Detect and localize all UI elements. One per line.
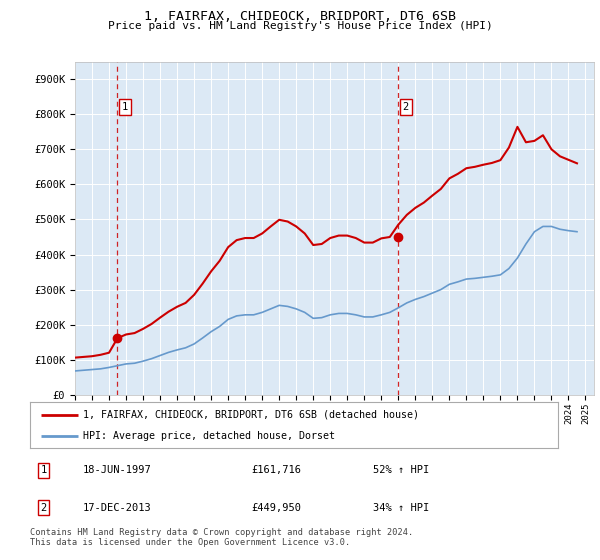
Text: 17-DEC-2013: 17-DEC-2013: [83, 502, 152, 512]
Text: £161,716: £161,716: [252, 465, 302, 475]
Text: 1: 1: [41, 465, 47, 475]
Text: Contains HM Land Registry data © Crown copyright and database right 2024.
This d: Contains HM Land Registry data © Crown c…: [30, 528, 413, 548]
Text: 52% ↑ HPI: 52% ↑ HPI: [373, 465, 430, 475]
Text: HPI: Average price, detached house, Dorset: HPI: Average price, detached house, Dors…: [83, 431, 335, 441]
Text: 1, FAIRFAX, CHIDEOCK, BRIDPORT, DT6 6SB: 1, FAIRFAX, CHIDEOCK, BRIDPORT, DT6 6SB: [144, 10, 456, 23]
Text: 1: 1: [122, 102, 128, 112]
Text: 18-JUN-1997: 18-JUN-1997: [83, 465, 152, 475]
Text: 1, FAIRFAX, CHIDEOCK, BRIDPORT, DT6 6SB (detached house): 1, FAIRFAX, CHIDEOCK, BRIDPORT, DT6 6SB …: [83, 410, 419, 420]
Text: Price paid vs. HM Land Registry's House Price Index (HPI): Price paid vs. HM Land Registry's House …: [107, 21, 493, 31]
Text: 34% ↑ HPI: 34% ↑ HPI: [373, 502, 430, 512]
Text: 2: 2: [41, 502, 47, 512]
Text: 2: 2: [403, 102, 409, 112]
Text: £449,950: £449,950: [252, 502, 302, 512]
